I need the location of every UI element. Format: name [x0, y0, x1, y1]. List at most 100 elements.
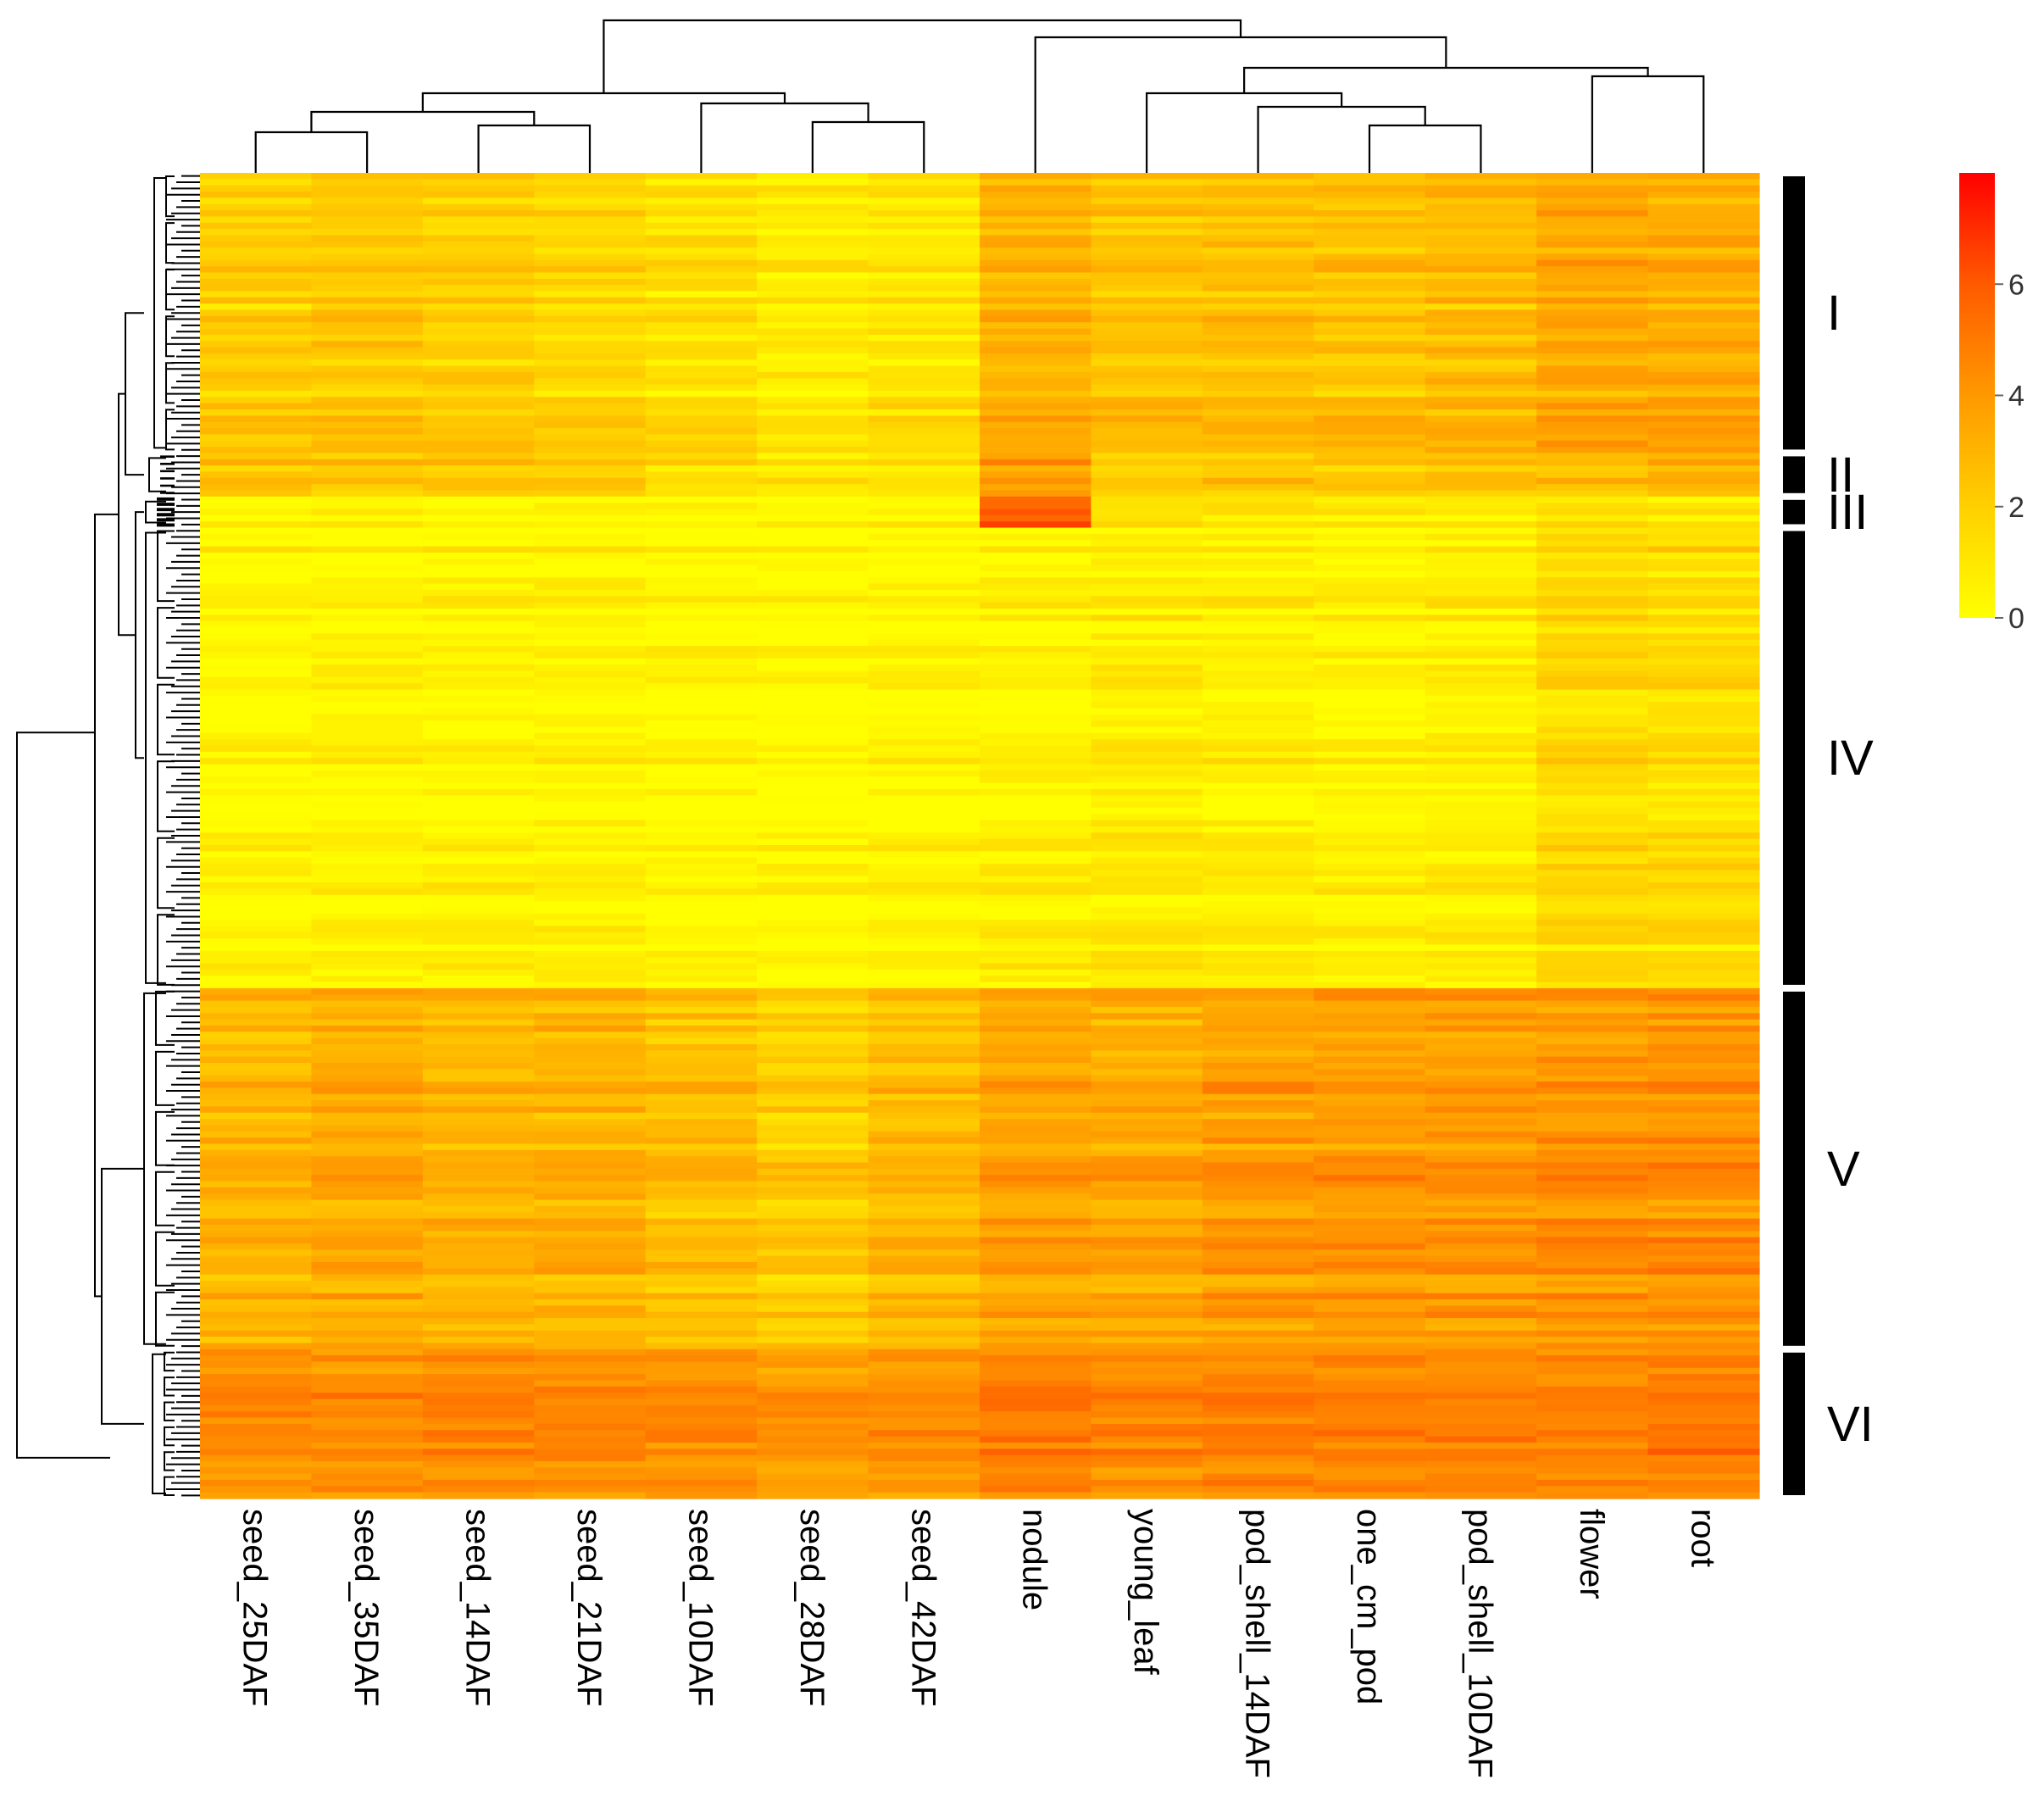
column-label: pod_shell_10DAF	[1461, 1509, 1498, 1778]
heat-cell	[868, 1454, 980, 1462]
heat-cell	[980, 938, 1092, 946]
heat-cell	[1314, 453, 1426, 460]
heat-cell	[1647, 266, 1760, 274]
dendrogram-branch	[811, 120, 925, 173]
heat-cell	[1091, 1318, 1203, 1325]
heat-cell	[1647, 950, 1760, 958]
heat-cell	[645, 658, 758, 665]
heat-cell	[422, 1330, 535, 1338]
heat-cell	[1536, 203, 1649, 211]
heat-cell	[422, 776, 535, 784]
heat-cell	[1425, 415, 1537, 423]
heat-cell	[1091, 241, 1203, 248]
heat-cell	[422, 564, 535, 572]
heat-cell	[311, 1181, 424, 1188]
heat-cell	[1202, 197, 1314, 205]
heat-cell	[534, 503, 647, 510]
heat-cell	[200, 1349, 313, 1356]
heat-cell	[200, 665, 313, 672]
heat-cell	[200, 1056, 313, 1064]
heat-cell	[1536, 894, 1649, 902]
heat-cell	[200, 1330, 313, 1338]
heat-cell	[1647, 1261, 1760, 1269]
heat-cell	[534, 1255, 647, 1263]
heat-cell	[980, 726, 1092, 734]
dendrogram-branch	[164, 1451, 175, 1471]
heat-cell	[757, 1106, 869, 1114]
heat-cell	[534, 1156, 647, 1164]
heat-cell	[645, 957, 758, 965]
heat-cell	[1202, 807, 1314, 815]
heat-cell	[757, 334, 869, 342]
heat-cell	[422, 764, 535, 771]
heat-cell	[200, 210, 313, 217]
heat-cell	[1425, 1467, 1537, 1475]
heat-cell	[1202, 359, 1314, 367]
heat-cell	[1536, 639, 1649, 647]
heat-cell	[757, 795, 869, 803]
heat-cell	[311, 291, 424, 298]
heat-cell	[980, 1212, 1092, 1220]
legend-tick-label: 2	[2008, 492, 2025, 524]
heat-cell	[757, 732, 869, 740]
heat-cell	[422, 963, 535, 970]
heat-cell	[200, 938, 313, 946]
heat-cell	[1536, 1473, 1649, 1481]
heat-cell	[1425, 559, 1537, 566]
heat-cell	[534, 670, 647, 678]
heat-cell	[534, 801, 647, 809]
heat-cell	[422, 434, 535, 442]
heat-cell	[1425, 222, 1537, 230]
heat-cell	[868, 559, 980, 566]
heat-cell	[645, 620, 758, 628]
heat-cell	[200, 266, 313, 274]
heat-cell	[980, 484, 1092, 492]
heat-cell	[422, 1025, 535, 1032]
heat-cell	[422, 1449, 535, 1456]
heat-cell	[868, 920, 980, 927]
heat-cell	[868, 1056, 980, 1064]
heat-cell	[200, 1087, 313, 1095]
heat-cell	[980, 409, 1092, 416]
heat-cell	[1202, 440, 1314, 448]
heat-cell	[534, 1374, 647, 1382]
heat-cell	[1091, 1393, 1203, 1400]
heat-cell	[1536, 814, 1649, 821]
heat-cell	[534, 807, 647, 815]
heat-cell	[200, 857, 313, 865]
heat-cell	[757, 957, 869, 965]
heat-cell	[868, 1205, 980, 1213]
heat-cell	[980, 1100, 1092, 1108]
heat-cell	[422, 870, 535, 877]
heat-cell	[980, 658, 1092, 665]
heat-cell	[1536, 1168, 1649, 1176]
heat-cell	[422, 1318, 535, 1325]
heat-cell	[1425, 378, 1537, 386]
heat-cell	[1536, 477, 1649, 485]
heat-cell	[980, 596, 1092, 603]
heat-cell	[1314, 882, 1426, 890]
heat-cell	[868, 546, 980, 553]
heat-cell	[422, 938, 535, 946]
heat-cell	[422, 888, 535, 896]
heat-cell	[980, 247, 1092, 255]
heat-cell	[980, 1337, 1092, 1344]
heat-cell	[422, 838, 535, 846]
heat-cell	[422, 1231, 535, 1238]
heat-cell	[311, 210, 424, 217]
cluster-label: II	[1827, 448, 1854, 503]
heat-cell	[868, 1050, 980, 1058]
heat-cell	[1536, 920, 1649, 927]
heat-cell	[1536, 465, 1649, 473]
heat-cell	[1647, 484, 1760, 492]
heat-cell	[645, 845, 758, 852]
heat-cell	[757, 241, 869, 248]
heat-cell	[1202, 521, 1314, 529]
heat-cell	[868, 415, 980, 423]
heat-cell	[980, 583, 1092, 591]
heat-cell	[1091, 216, 1203, 224]
heat-cell	[980, 615, 1092, 622]
heat-cell	[200, 521, 313, 529]
heat-cell	[1091, 1162, 1203, 1170]
heat-cell	[1536, 453, 1649, 460]
